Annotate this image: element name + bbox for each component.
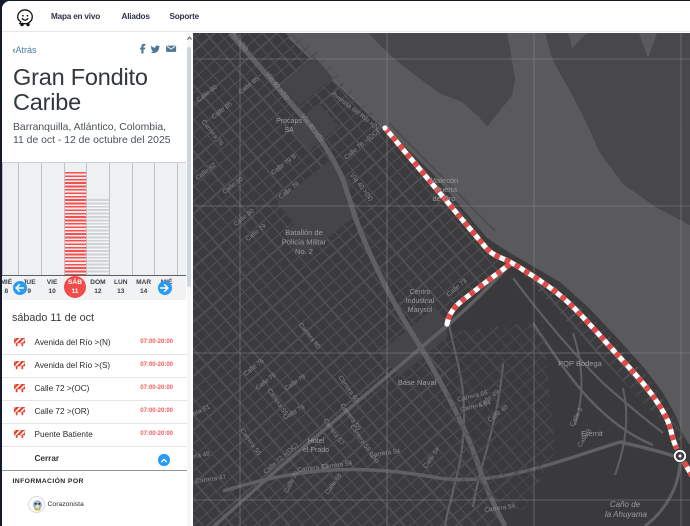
svg-text:Puerta: Puerta — [435, 185, 458, 194]
svg-text:PQP Bodega: PQP Bodega — [558, 359, 602, 368]
svg-text:Eternit: Eternit — [581, 429, 604, 438]
svg-text:Marysol: Marysol — [408, 307, 433, 314]
svg-text:Carrera 54: Carrera 54 — [369, 448, 401, 459]
svg-text:Policía Militar: Policía Militar — [282, 238, 327, 247]
svg-text:de Oro: de Oro — [433, 194, 456, 203]
svg-text:Base Naval: Base Naval — [398, 378, 437, 387]
svg-text:la Ahuyama: la Ahuyama — [605, 510, 648, 519]
svg-text:Caño de: Caño de — [610, 500, 641, 509]
svg-text:Malecón: Malecón — [430, 176, 458, 185]
svg-text:Carrera 54: Carrera 54 — [484, 503, 516, 514]
svg-text:era 48: era 48 — [193, 450, 211, 460]
svg-text:SA: SA — [284, 127, 294, 134]
svg-text:Carrera 54: Carrera 54 — [321, 460, 353, 471]
svg-text:Hotel: Hotel — [308, 438, 325, 445]
svg-text:No. 2: No. 2 — [295, 247, 313, 256]
svg-text:Industrial: Industrial — [406, 298, 435, 305]
svg-text:Batallón de: Batallón de — [285, 228, 323, 237]
svg-text:Centro: Centro — [409, 289, 430, 296]
svg-text:el Prado: el Prado — [303, 447, 329, 454]
svg-text:Carrera 53: Carrera 53 — [297, 463, 329, 474]
svg-text:Procaps: Procaps — [276, 118, 302, 125]
svg-text:Carrera 47: Carrera 47 — [195, 474, 227, 485]
